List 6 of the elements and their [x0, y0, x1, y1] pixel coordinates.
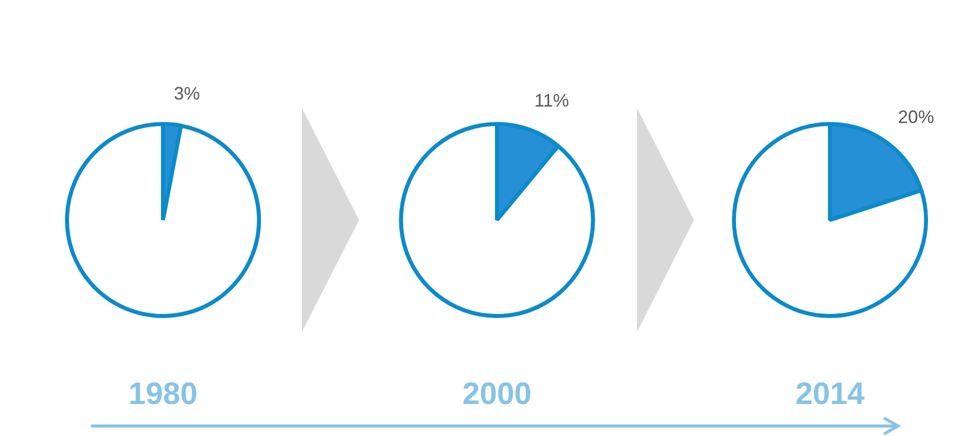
text: 2000 — [462, 376, 532, 412]
data-label: 3% — [174, 84, 200, 104]
data-label: 20% — [898, 107, 934, 128]
data-label: 11% — [534, 90, 570, 110]
text: 1980 — [128, 376, 198, 412]
text: 2014 — [794, 376, 866, 412]
